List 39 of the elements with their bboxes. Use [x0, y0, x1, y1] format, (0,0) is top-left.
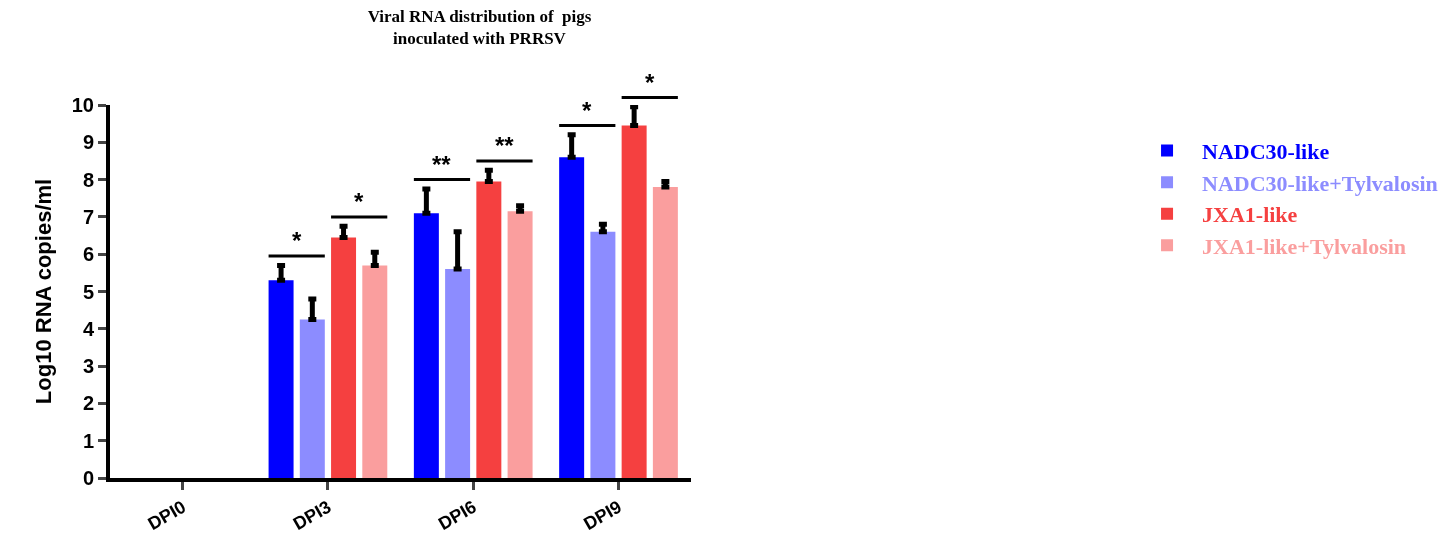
legend-label: JXA1-like+Tylvalosin — [1202, 233, 1407, 259]
annotation: ** — [432, 151, 452, 178]
bar — [268, 280, 294, 478]
legend-label: NADC30-like+Tylvalosin — [1202, 170, 1438, 196]
bar — [507, 211, 533, 478]
y-tick-label: 4 — [82, 317, 95, 340]
x-tick-label: DPI6 — [435, 496, 480, 534]
annotation: * — [582, 97, 592, 124]
legend-label: NADC30-like — [1202, 139, 1330, 165]
x-tick-label: DPI3 — [289, 496, 335, 534]
bar — [331, 237, 357, 478]
bar — [362, 265, 388, 478]
x-tick-label: DPI9 — [580, 496, 626, 534]
bar — [445, 269, 471, 478]
text: * — [645, 69, 655, 96]
annotation: ** — [495, 132, 515, 159]
bar — [621, 125, 647, 478]
y-tick-label: 6 — [82, 243, 94, 266]
bar — [299, 319, 325, 478]
annotation: * — [292, 227, 302, 254]
y-tick-label: 9 — [82, 131, 94, 154]
y-tick-label: 8 — [82, 168, 94, 191]
legend-label: JXA1-like — [1202, 202, 1298, 228]
bar — [559, 157, 585, 478]
y-tick-label: 3 — [82, 355, 94, 378]
bar — [590, 231, 616, 478]
bar — [413, 213, 439, 478]
y-tick-label: 5 — [82, 280, 94, 303]
x-tick-label: DPI0 — [144, 496, 190, 534]
annotation: * — [354, 188, 364, 215]
y-tick-label: 10 — [71, 94, 94, 116]
y-tick-label: 7 — [82, 205, 94, 228]
bar — [476, 181, 502, 478]
y-tick-label: 1 — [82, 429, 94, 452]
bar — [652, 187, 678, 478]
chart-title: Viral RNA distribution of pigs inoculated with PRRSV — [367, 7, 592, 49]
y-axis-title: Log10 RNA copies/ml — [31, 178, 57, 405]
y-tick-label: 2 — [82, 392, 94, 415]
y-tick-label: 0 — [82, 467, 94, 489]
